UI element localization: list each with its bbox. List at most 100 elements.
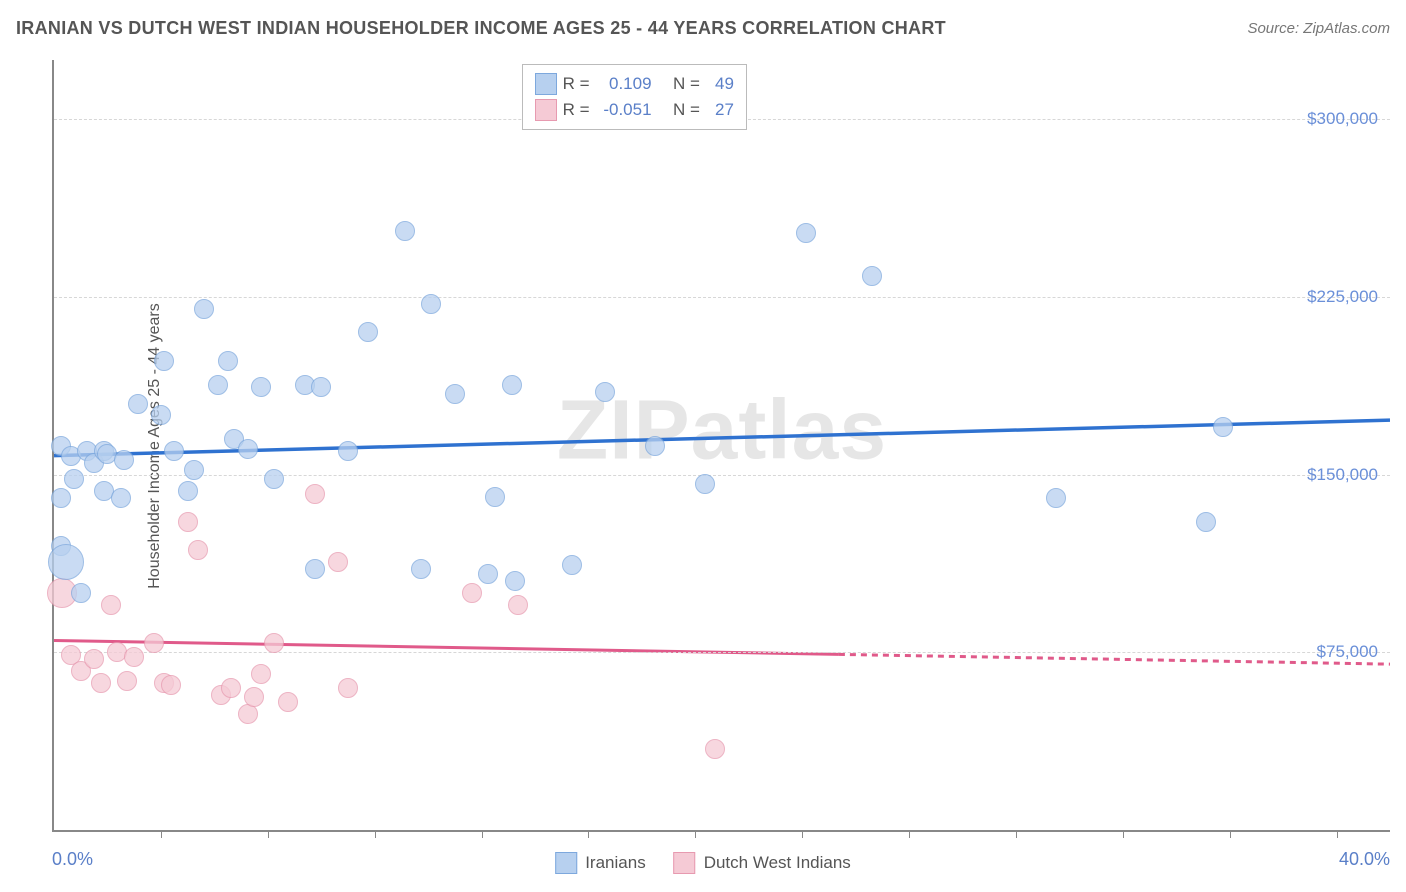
- data-point-iranians: [502, 375, 522, 395]
- data-point-iranians: [485, 487, 505, 507]
- legend-item-iranians: Iranians: [555, 852, 645, 874]
- swatch-dutch: [674, 852, 696, 874]
- data-point-iranians: [48, 544, 84, 580]
- x-axis-max-label: 40.0%: [1339, 849, 1390, 870]
- stats-swatch: [535, 73, 557, 95]
- stats-r-value: 0.109: [596, 74, 652, 94]
- swatch-iranians: [555, 852, 577, 874]
- data-point-dutch: [101, 595, 121, 615]
- data-point-iranians: [862, 266, 882, 286]
- data-point-iranians: [1213, 417, 1233, 437]
- data-point-iranians: [645, 436, 665, 456]
- data-point-iranians: [71, 583, 91, 603]
- data-point-iranians: [51, 488, 71, 508]
- chart-title: IRANIAN VS DUTCH WEST INDIAN HOUSEHOLDER…: [16, 18, 946, 39]
- gridline: [54, 475, 1390, 476]
- data-point-dutch: [124, 647, 144, 667]
- data-point-dutch: [338, 678, 358, 698]
- data-point-iranians: [1196, 512, 1216, 532]
- data-point-iranians: [311, 377, 331, 397]
- data-point-iranians: [595, 382, 615, 402]
- data-point-dutch: [251, 664, 271, 684]
- data-point-iranians: [562, 555, 582, 575]
- stats-n-label: N =: [673, 74, 700, 94]
- stats-n-label: N =: [673, 100, 700, 120]
- data-point-iranians: [114, 450, 134, 470]
- stats-r-value: -0.051: [596, 100, 652, 120]
- x-tick: [1016, 830, 1017, 838]
- x-tick: [909, 830, 910, 838]
- stats-n-value: 27: [706, 100, 734, 120]
- x-tick: [802, 830, 803, 838]
- gridline: [54, 297, 1390, 298]
- stats-row: R = 0.109 N = 49: [535, 71, 734, 97]
- data-point-iranians: [111, 488, 131, 508]
- data-point-iranians: [1046, 488, 1066, 508]
- x-tick: [1123, 830, 1124, 838]
- data-point-dutch: [91, 673, 111, 693]
- data-point-iranians: [338, 441, 358, 461]
- legend-item-dutch: Dutch West Indians: [674, 852, 851, 874]
- data-point-dutch: [178, 512, 198, 532]
- data-point-dutch: [278, 692, 298, 712]
- data-point-iranians: [218, 351, 238, 371]
- x-tick: [1230, 830, 1231, 838]
- stats-swatch: [535, 99, 557, 121]
- data-point-dutch: [144, 633, 164, 653]
- data-point-iranians: [305, 559, 325, 579]
- y-tick-label: $150,000: [1307, 465, 1378, 485]
- data-point-dutch: [305, 484, 325, 504]
- x-tick: [1337, 830, 1338, 838]
- data-point-iranians: [796, 223, 816, 243]
- data-point-iranians: [164, 441, 184, 461]
- data-point-dutch: [161, 675, 181, 695]
- data-point-dutch: [244, 687, 264, 707]
- y-tick-label: $300,000: [1307, 109, 1378, 129]
- legend-label-iranians: Iranians: [585, 853, 645, 873]
- data-point-iranians: [421, 294, 441, 314]
- data-point-iranians: [695, 474, 715, 494]
- data-point-dutch: [221, 678, 241, 698]
- data-point-iranians: [411, 559, 431, 579]
- data-point-iranians: [251, 377, 271, 397]
- data-point-dutch: [84, 649, 104, 669]
- x-tick: [588, 830, 589, 838]
- x-tick: [375, 830, 376, 838]
- x-tick: [268, 830, 269, 838]
- data-point-iranians: [505, 571, 525, 591]
- stats-legend-box: R = 0.109 N = 49 R = -0.051 N = 27: [522, 64, 747, 130]
- title-bar: IRANIAN VS DUTCH WEST INDIAN HOUSEHOLDER…: [16, 18, 1390, 39]
- stats-n-value: 49: [706, 74, 734, 94]
- data-point-iranians: [238, 439, 258, 459]
- data-point-dutch: [188, 540, 208, 560]
- data-point-iranians: [128, 394, 148, 414]
- bottom-legend: Iranians Dutch West Indians: [555, 852, 851, 874]
- data-point-dutch: [462, 583, 482, 603]
- data-point-iranians: [178, 481, 198, 501]
- data-point-iranians: [395, 221, 415, 241]
- plot-area: ZIPatlas R =0.109 N =49R =-0.051 N =27 $…: [52, 60, 1390, 832]
- y-tick-label: $225,000: [1307, 287, 1378, 307]
- x-tick: [161, 830, 162, 838]
- data-point-dutch: [117, 671, 137, 691]
- stats-r-label: R =: [563, 100, 590, 120]
- data-point-dutch: [264, 633, 284, 653]
- x-axis-min-label: 0.0%: [52, 849, 93, 870]
- data-point-dutch: [705, 739, 725, 759]
- data-point-iranians: [154, 351, 174, 371]
- data-point-iranians: [264, 469, 284, 489]
- data-point-iranians: [64, 469, 84, 489]
- gridline: [54, 652, 1390, 653]
- legend-label-dutch: Dutch West Indians: [704, 853, 851, 873]
- source-label: Source: ZipAtlas.com: [1247, 20, 1390, 37]
- data-point-iranians: [184, 460, 204, 480]
- data-point-iranians: [358, 322, 378, 342]
- data-point-iranians: [445, 384, 465, 404]
- data-point-iranians: [151, 405, 171, 425]
- data-point-dutch: [328, 552, 348, 572]
- x-tick: [482, 830, 483, 838]
- x-tick: [695, 830, 696, 838]
- y-tick-label: $75,000: [1317, 642, 1378, 662]
- data-point-iranians: [194, 299, 214, 319]
- stats-r-label: R =: [563, 74, 590, 94]
